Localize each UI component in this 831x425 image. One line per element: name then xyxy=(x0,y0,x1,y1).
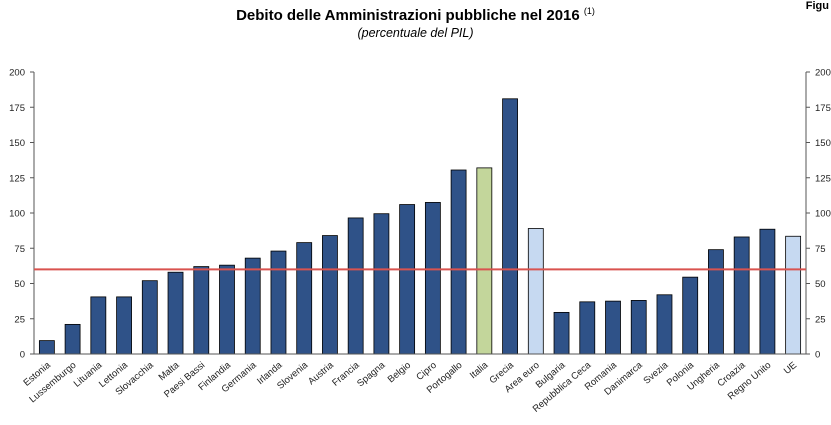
bar-finlandia xyxy=(219,264,235,355)
y-tick-label-right: 25 xyxy=(815,314,826,325)
bar-paesi-bassi xyxy=(193,266,210,355)
bar-regno-unito xyxy=(759,228,776,355)
bar-slovacchia xyxy=(141,280,158,355)
y-tick-label-right: 125 xyxy=(815,173,831,184)
bar-romania xyxy=(605,300,621,355)
chart-title: Debito delle Amministrazioni pubbliche n… xyxy=(0,6,831,24)
bar-lussemburgo xyxy=(64,323,81,355)
figure-label: Figu xyxy=(805,0,829,12)
y-tick-label-left: 0 xyxy=(20,350,25,361)
y-tick-label-left: 75 xyxy=(14,244,25,255)
bar-croazia xyxy=(733,236,750,355)
bar-cipro xyxy=(424,202,441,355)
y-tick-label-right: 100 xyxy=(815,209,831,220)
y-tick-label-right: 0 xyxy=(815,350,820,361)
y-tick-label-left: 25 xyxy=(14,314,25,325)
bar-lettonia xyxy=(116,296,132,355)
chart-subtitle: (percentuale del PIL) xyxy=(357,26,474,40)
y-tick-label-left: 175 xyxy=(9,103,25,114)
bar-repubblica-ceca xyxy=(579,301,596,355)
y-tick-label-left: 125 xyxy=(9,173,25,184)
bar-polonia xyxy=(682,276,699,355)
bar-francia xyxy=(347,217,364,355)
y-tick-label-right: 75 xyxy=(815,244,826,255)
bar-grecia xyxy=(502,98,518,355)
bar-danimarca xyxy=(630,300,647,355)
y-tick-label-right: 150 xyxy=(815,138,831,149)
bar-bulgaria xyxy=(553,311,570,355)
bar-lituania xyxy=(90,296,107,355)
chart-title-text: Debito delle Amministrazioni pubbliche n… xyxy=(236,7,580,24)
bar-portogallo xyxy=(450,169,467,355)
x-tick-label: UE xyxy=(782,360,799,377)
bar-svezia xyxy=(656,294,673,355)
y-tick-label-right: 175 xyxy=(815,103,831,114)
bar-slovenia xyxy=(296,242,313,355)
y-tick-label-left: 200 xyxy=(9,68,25,79)
y-tick-label-right: 200 xyxy=(815,68,831,79)
bar-spagna xyxy=(373,213,390,355)
bar-italia xyxy=(476,167,493,355)
bar-malta xyxy=(167,271,184,355)
y-tick-label-left: 100 xyxy=(9,209,25,220)
bar-estonia xyxy=(38,340,55,355)
bar-ungheria xyxy=(708,249,724,355)
x-tick-label: Belgio xyxy=(386,360,413,385)
bar-ue xyxy=(785,235,802,355)
y-tick-label-left: 50 xyxy=(14,279,25,290)
bar-austria xyxy=(322,235,338,355)
bar-belgio xyxy=(399,204,416,355)
bar-irlanda xyxy=(270,250,287,355)
y-tick-label-left: 150 xyxy=(9,138,25,149)
y-tick-label-right: 50 xyxy=(815,279,826,290)
chart-title-note: (1) xyxy=(583,6,595,16)
bar-area-euro xyxy=(527,228,544,355)
x-tick-label: Spagna xyxy=(355,359,388,389)
bar-germania xyxy=(244,257,261,355)
